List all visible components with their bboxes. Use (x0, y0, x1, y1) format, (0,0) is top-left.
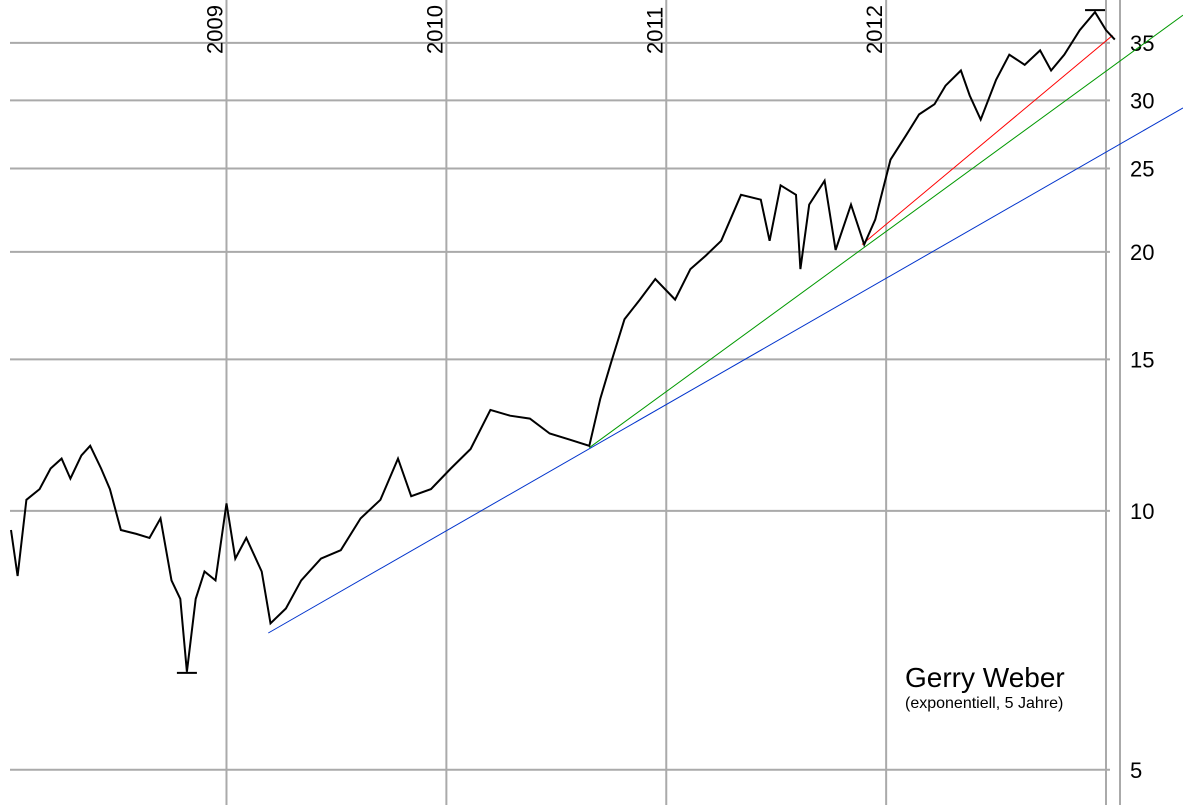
y-tick-label: 30 (1130, 88, 1154, 113)
x-tick-label: 2009 (202, 5, 227, 54)
y-tick-label: 20 (1130, 240, 1154, 265)
x-tick-label: 2012 (862, 5, 887, 54)
price-line (10, 10, 1116, 672)
y-tick-label: 25 (1130, 157, 1154, 182)
y-tick-label: 5 (1130, 758, 1142, 783)
x-tick-label: 2010 (422, 5, 447, 54)
chart-subtitle: (exponentiell, 5 Jahre) (905, 695, 1063, 712)
trend-line (861, 35, 1113, 245)
y-tick-label: 10 (1130, 499, 1154, 524)
trend-line (589, 14, 1183, 449)
x-tick-label: 2011 (642, 7, 667, 54)
chart-title: Gerry Weber (905, 662, 1065, 693)
y-tick-label: 35 (1130, 31, 1154, 56)
y-tick-label: 15 (1130, 347, 1154, 372)
trend-line (268, 107, 1183, 634)
